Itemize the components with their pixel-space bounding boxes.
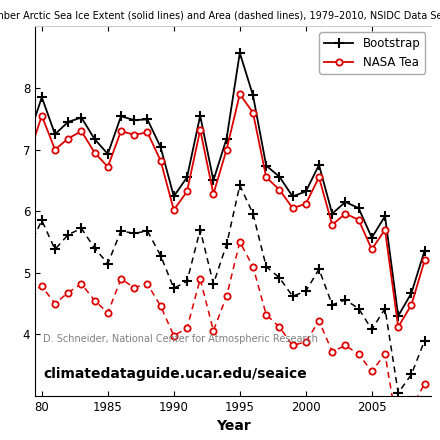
Legend: Bootstrap, NASA Tea: Bootstrap, NASA Tea	[319, 32, 425, 73]
X-axis label: Year: Year	[216, 419, 250, 433]
Text: climatedataguide.ucar.edu/seaice: climatedataguide.ucar.edu/seaice	[43, 367, 307, 381]
Text: September Arctic Sea Ice Extent (solid lines) and Area (dashed lines), 1979–2010: September Arctic Sea Ice Extent (solid l…	[0, 11, 440, 21]
Text: D. Schneider, National Center for Atmospheric Research: D. Schneider, National Center for Atmosp…	[43, 334, 318, 344]
